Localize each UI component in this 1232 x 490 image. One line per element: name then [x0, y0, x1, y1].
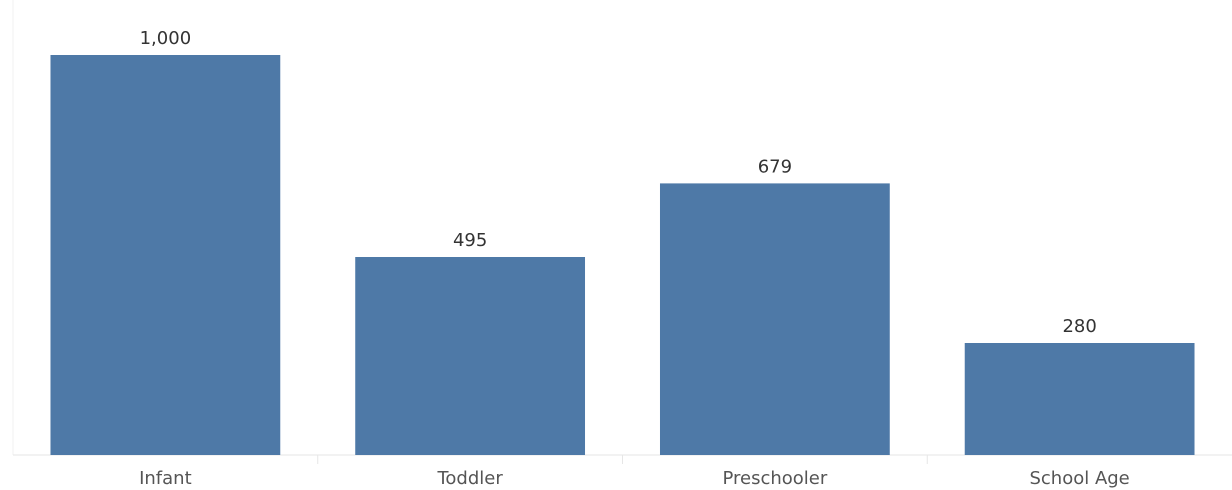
bar [964, 343, 1195, 455]
x-tick-label: School Age [1029, 468, 1129, 489]
x-tick-label: Preschooler [722, 468, 827, 489]
bar [50, 55, 281, 455]
x-tick-label: Toddler [436, 468, 503, 489]
bar [355, 257, 586, 455]
value-label: 679 [758, 156, 792, 177]
bar [659, 183, 890, 455]
value-label: 280 [1062, 316, 1096, 337]
x-tick-label: Infant [139, 468, 192, 489]
value-label: 495 [453, 230, 487, 251]
value-label: 1,000 [140, 28, 192, 49]
